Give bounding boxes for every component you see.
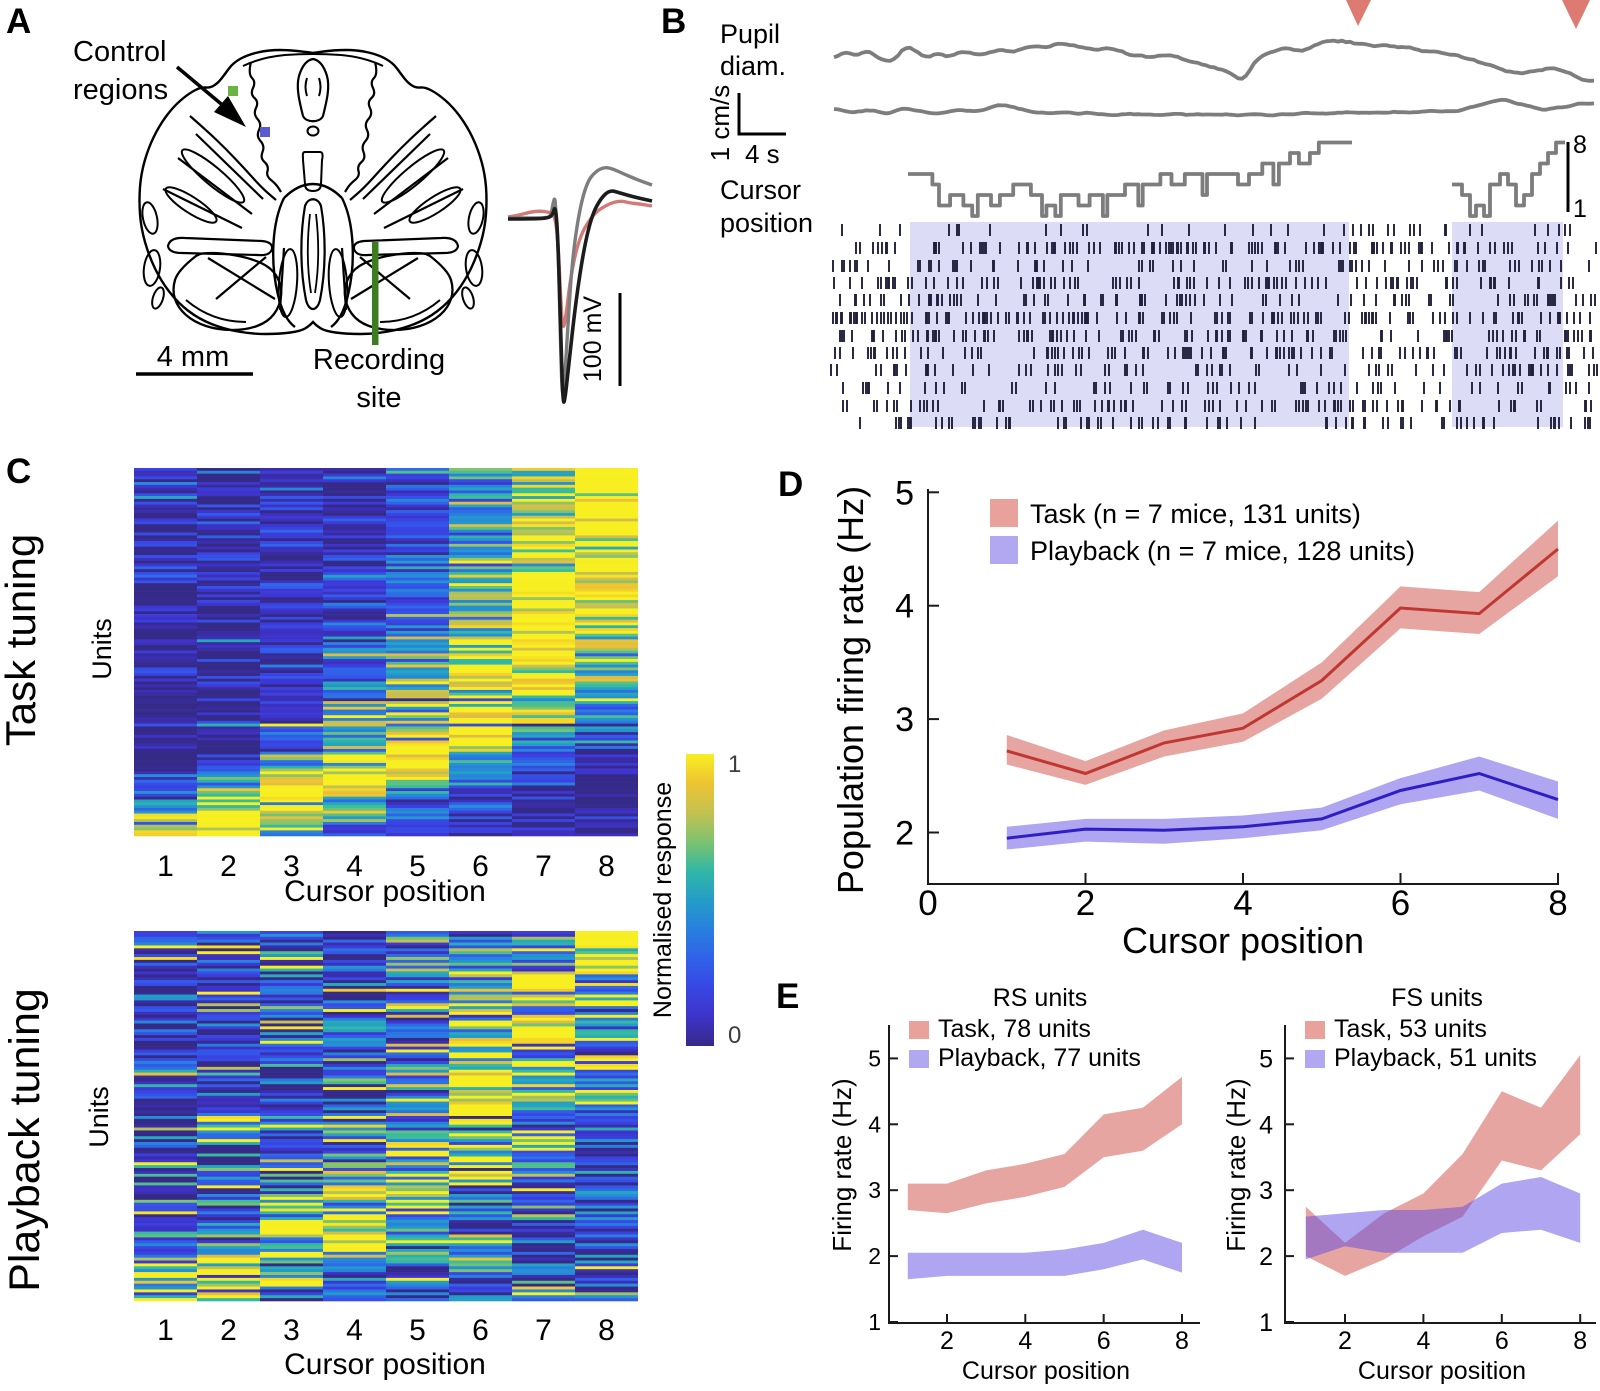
svg-text:2: 2 — [940, 1327, 954, 1355]
svg-text:1: 1 — [1573, 195, 1587, 223]
svg-text:4: 4 — [346, 1314, 363, 1347]
svg-text:2: 2 — [868, 1243, 881, 1269]
svg-text:Recording: Recording — [313, 344, 445, 376]
svg-text:5: 5 — [409, 1314, 426, 1347]
svg-text:3: 3 — [1259, 1177, 1273, 1205]
svg-text:diam.: diam. — [720, 51, 786, 81]
svg-text:6: 6 — [1391, 884, 1410, 923]
svg-text:Playback, 51 units: Playback, 51 units — [1334, 1044, 1537, 1072]
svg-text:8: 8 — [1573, 1327, 1587, 1355]
svg-text:Cursor position: Cursor position — [284, 1348, 486, 1381]
svg-text:6: 6 — [1495, 1327, 1509, 1355]
svg-text:1: 1 — [728, 751, 741, 778]
svg-text:Playback (n = 7 mice, 128 unit: Playback (n = 7 mice, 128 units) — [1030, 536, 1415, 566]
svg-text:Control: Control — [73, 36, 167, 68]
svg-text:2: 2 — [895, 815, 914, 853]
svg-text:Units: Units — [84, 1086, 114, 1148]
svg-text:Playback tuning: Playback tuning — [1, 988, 49, 1292]
svg-text:site: site — [356, 382, 401, 414]
svg-text:E: E — [776, 977, 799, 1016]
svg-text:Playback, 77 units: Playback, 77 units — [938, 1044, 1141, 1072]
svg-text:7: 7 — [535, 850, 552, 883]
svg-text:Task (n = 7 mice, 131 units): Task (n = 7 mice, 131 units) — [1030, 499, 1361, 529]
svg-text:8: 8 — [598, 850, 615, 883]
svg-text:2: 2 — [1338, 1327, 1352, 1355]
svg-text:Pupil: Pupil — [720, 19, 780, 49]
svg-text:Cursor position: Cursor position — [284, 875, 486, 908]
svg-text:Firing rate (Hz): Firing rate (Hz) — [1221, 1078, 1251, 1251]
svg-text:Cursor position: Cursor position — [1358, 1357, 1526, 1385]
svg-text:4: 4 — [868, 1111, 881, 1137]
svg-text:1: 1 — [868, 1309, 881, 1335]
svg-text:8: 8 — [1548, 884, 1567, 923]
svg-text:2: 2 — [1076, 884, 1095, 923]
svg-text:7: 7 — [535, 1314, 552, 1347]
svg-text:FS units: FS units — [1391, 984, 1483, 1012]
svg-text:0: 0 — [918, 884, 937, 923]
svg-text:8: 8 — [1175, 1327, 1189, 1355]
svg-text:2: 2 — [220, 1314, 237, 1347]
svg-text:4: 4 — [346, 850, 363, 883]
svg-text:Task, 53 units: Task, 53 units — [1334, 1015, 1487, 1043]
svg-text:3: 3 — [283, 1314, 300, 1347]
svg-text:6: 6 — [1097, 1327, 1111, 1355]
svg-text:100 mV: 100 mV — [579, 296, 607, 382]
svg-text:5: 5 — [895, 474, 914, 512]
svg-text:4: 4 — [1018, 1327, 1032, 1355]
svg-text:1: 1 — [157, 1314, 174, 1347]
svg-text:Population firing rate (Hz): Population firing rate (Hz) — [830, 486, 871, 894]
svg-text:A: A — [6, 2, 31, 41]
svg-text:0: 0 — [728, 1022, 741, 1049]
svg-text:8: 8 — [1573, 131, 1587, 159]
svg-text:Firing rate (Hz): Firing rate (Hz) — [827, 1078, 857, 1251]
svg-text:3: 3 — [283, 850, 300, 883]
svg-text:3: 3 — [868, 1177, 881, 1203]
svg-text:4: 4 — [895, 588, 914, 626]
svg-text:6: 6 — [472, 1314, 489, 1347]
svg-text:4: 4 — [1416, 1327, 1430, 1355]
svg-text:4 s: 4 s — [745, 139, 780, 169]
svg-text:D: D — [778, 465, 803, 504]
svg-text:Units: Units — [87, 618, 117, 680]
svg-text:Cursor position: Cursor position — [962, 1357, 1130, 1385]
svg-text:C: C — [6, 452, 31, 491]
svg-text:8: 8 — [598, 1314, 615, 1347]
svg-text:position: position — [720, 208, 813, 238]
svg-text:Task tuning: Task tuning — [0, 534, 44, 746]
svg-text:Cursor position: Cursor position — [1122, 920, 1364, 961]
svg-text:3: 3 — [895, 701, 914, 739]
svg-text:Cursor: Cursor — [720, 175, 801, 205]
svg-text:RS units: RS units — [993, 984, 1087, 1012]
svg-text:5: 5 — [1259, 1045, 1273, 1073]
svg-text:1 cm/s: 1 cm/s — [705, 85, 735, 162]
svg-text:6: 6 — [472, 850, 489, 883]
svg-text:5: 5 — [409, 850, 426, 883]
svg-text:5: 5 — [868, 1045, 881, 1071]
svg-text:1: 1 — [157, 850, 174, 883]
svg-text:Normalised response: Normalised response — [649, 782, 677, 1018]
svg-text:1: 1 — [1259, 1309, 1273, 1337]
svg-text:regions: regions — [73, 74, 168, 106]
svg-text:B: B — [661, 2, 686, 41]
svg-text:Task, 78 units: Task, 78 units — [938, 1015, 1091, 1043]
svg-text:4 mm: 4 mm — [157, 341, 230, 373]
svg-text:4: 4 — [1259, 1111, 1273, 1139]
svg-text:2: 2 — [220, 850, 237, 883]
svg-text:4: 4 — [1233, 884, 1252, 923]
svg-text:2: 2 — [1259, 1243, 1273, 1271]
